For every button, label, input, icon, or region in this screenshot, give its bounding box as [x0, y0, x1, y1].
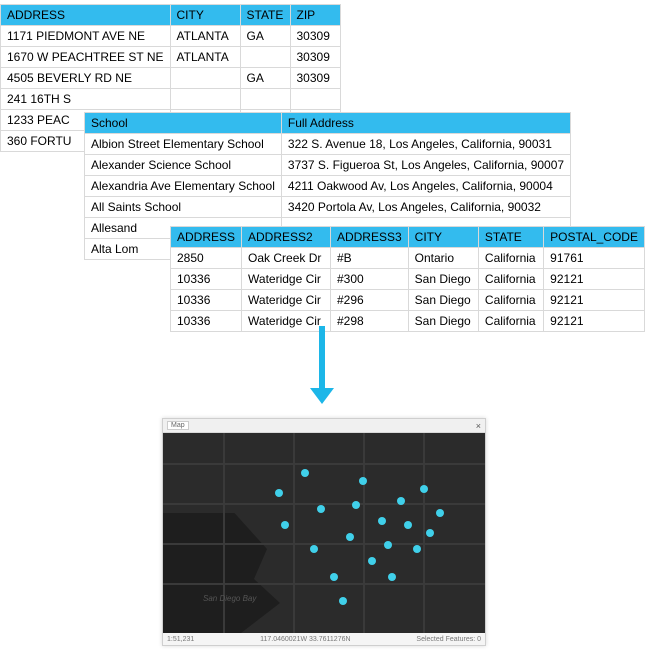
map-selected: Selected Features: 0 [416, 636, 481, 643]
t2-col-fulladdress: Full Address [281, 113, 570, 134]
table-row: 4505 BEVERLY RD NEGA30309 [1, 68, 341, 89]
map-point[interactable] [397, 497, 405, 505]
t3-col-state: STATE [478, 227, 543, 248]
map-point[interactable] [420, 485, 428, 493]
map-point[interactable] [404, 521, 412, 529]
map-point[interactable] [301, 469, 309, 477]
map-point[interactable] [310, 545, 318, 553]
map-point[interactable] [339, 597, 347, 605]
t2-col-school: School [85, 113, 282, 134]
t1-col-state: STATE [240, 5, 290, 26]
map-coords: 117.0460021W 33.7611276N [260, 636, 350, 643]
t1-col-address: ADDRESS [1, 5, 171, 26]
table-row: 10336Wateridge Cir#296San DiegoCaliforni… [171, 290, 645, 311]
map-point[interactable] [368, 557, 376, 565]
table-row: 241 16TH S [1, 89, 341, 110]
table-row: 10336Wateridge Cir#300San DiegoCaliforni… [171, 269, 645, 290]
t3-col-postal: POSTAL_CODE [544, 227, 645, 248]
map-point[interactable] [426, 529, 434, 537]
arrow-down-icon [312, 326, 332, 404]
map-point[interactable] [346, 533, 354, 541]
map-toolbar: Map × [163, 419, 485, 433]
table-row: 1670 W PEACHTREE ST NEATLANTA30309 [1, 47, 341, 68]
table-row: 10336Wateridge Cir#298San DiegoCaliforni… [171, 311, 645, 332]
close-icon[interactable]: × [476, 421, 481, 431]
t3-col-address2: ADDRESS2 [242, 227, 331, 248]
map-panel: Map × San Diego Bay 1:51,231 117.0460021… [162, 418, 486, 646]
table-row: Alexandria Ave Elementary School4211 Oak… [85, 176, 571, 197]
table-row: Albion Street Elementary School322 S. Av… [85, 134, 571, 155]
map-point[interactable] [388, 573, 396, 581]
map-scale: 1:51,231 [167, 636, 194, 643]
table-row: 2850Oak Creek Dr#BOntarioCalifornia91761 [171, 248, 645, 269]
t3-col-address: ADDRESS [171, 227, 242, 248]
table-row: All Saints School3420 Portola Av, Los An… [85, 197, 571, 218]
map-tab[interactable]: Map [167, 421, 189, 430]
map-point[interactable] [378, 517, 386, 525]
map-point[interactable] [330, 573, 338, 581]
bay-label: San Diego Bay [203, 594, 256, 603]
map-point[interactable] [413, 545, 421, 553]
t3-col-city: CITY [408, 227, 478, 248]
table-row: 1171 PIEDMONT AVE NEATLANTAGA30309 [1, 26, 341, 47]
map-canvas[interactable]: San Diego Bay [163, 433, 485, 633]
map-point[interactable] [281, 521, 289, 529]
map-point[interactable] [275, 489, 283, 497]
t1-col-city: CITY [170, 5, 240, 26]
map-status-bar: 1:51,231 117.0460021W 33.7611276N Select… [163, 633, 485, 645]
map-point[interactable] [352, 501, 360, 509]
map-point[interactable] [384, 541, 392, 549]
map-point[interactable] [436, 509, 444, 517]
map-point[interactable] [359, 477, 367, 485]
t1-col-zip: ZIP [290, 5, 340, 26]
multiline-address-table: ADDRESS ADDRESS2 ADDRESS3 CITY STATE POS… [170, 226, 645, 332]
table-row: Alexander Science School3737 S. Figueroa… [85, 155, 571, 176]
t3-col-address3: ADDRESS3 [330, 227, 408, 248]
map-point[interactable] [317, 505, 325, 513]
